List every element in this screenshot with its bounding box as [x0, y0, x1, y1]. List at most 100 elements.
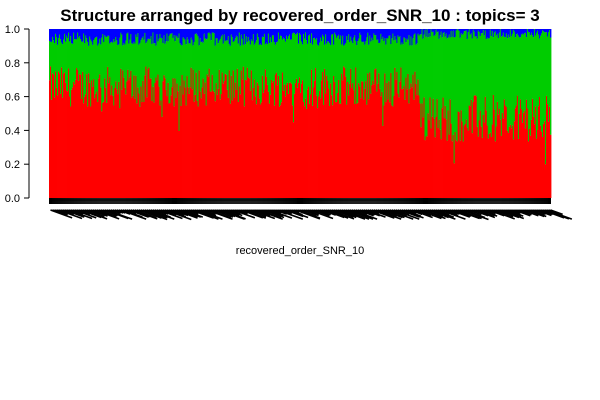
bar-topic-3	[491, 29, 494, 31]
bar-topic-2	[437, 31, 439, 129]
bar-topic-2	[520, 34, 523, 110]
bar-topic-1	[320, 98, 322, 198]
bar-topic-2	[208, 32, 211, 69]
bar-topic-2	[531, 35, 534, 99]
bar-topic-3	[58, 29, 60, 39]
bar-topic-1	[176, 83, 178, 198]
bar-topic-3	[320, 29, 322, 38]
bar-topic-1	[437, 128, 439, 198]
bar-topic-3	[352, 29, 354, 44]
bar-topic-1	[285, 84, 288, 198]
bar-topic-3	[170, 29, 172, 34]
bar-topic-2	[159, 33, 161, 106]
bar-topic-3	[240, 29, 243, 35]
bar-topic-1	[71, 89, 73, 198]
bar-topic-3	[440, 29, 442, 32]
bar-topic-3	[404, 29, 406, 39]
bar-topic-3	[420, 29, 422, 35]
bar-topic-2	[78, 37, 80, 81]
bar-topic-3	[382, 29, 384, 37]
bar-topic-3	[282, 29, 285, 38]
bar-topic-1	[529, 135, 532, 198]
bar-topic-1	[424, 140, 426, 198]
bar-topic-3	[380, 29, 382, 34]
bar-topic-3	[144, 29, 146, 33]
bar-topic-1	[182, 94, 184, 198]
bar-topic-1	[172, 78, 174, 198]
bar-topic-2	[407, 39, 409, 74]
bar-topic-3	[246, 29, 249, 42]
bar-topic-3	[532, 29, 535, 38]
bar-topic-3	[264, 29, 267, 45]
bar-topic-3	[327, 29, 329, 42]
bar-topic-1	[414, 71, 416, 198]
bar-topic-2	[213, 33, 216, 93]
bar-topic-2	[519, 37, 522, 100]
bar-topic-3	[130, 29, 132, 35]
bar-topic-2	[97, 45, 99, 102]
bar-topic-2	[540, 33, 543, 132]
bar-topic-2	[65, 41, 67, 83]
bar-topic-1	[190, 67, 192, 199]
bar-topic-1	[412, 74, 414, 198]
bar-topic-3	[109, 29, 111, 44]
bar-topic-1	[487, 138, 490, 198]
bar-topic-3	[469, 29, 472, 35]
bar-topic-2	[305, 32, 307, 99]
bar-topic-3	[543, 29, 546, 33]
bar-topic-1	[525, 99, 528, 198]
bar-topic-3	[250, 29, 253, 40]
bar-topic-1	[123, 77, 125, 198]
bar-topic-2	[54, 43, 56, 98]
bar-topic-1	[503, 99, 506, 198]
bar-topic-2	[319, 42, 321, 91]
bar-topic-2	[516, 33, 519, 96]
bar-topic-1	[416, 95, 418, 198]
bar-topic-3	[147, 29, 149, 39]
bar-topic-2	[498, 32, 501, 109]
bar-topic-2	[242, 44, 245, 67]
bar-topic-3	[302, 29, 304, 45]
bar-topic-3	[231, 29, 234, 38]
bar-topic-3	[291, 29, 294, 34]
bar-topic-1	[180, 105, 182, 198]
bar-topic-3	[328, 29, 330, 42]
bar-topic-3	[517, 29, 520, 36]
bar-topic-3	[397, 29, 399, 36]
bar-topic-1	[467, 130, 470, 198]
bar-topic-2	[336, 37, 338, 103]
bar-topic-3	[196, 29, 198, 35]
bar-topic-1	[540, 131, 543, 198]
bar-topic-3	[222, 29, 225, 44]
bar-topic-1	[315, 68, 317, 198]
bar-topic-3	[359, 29, 361, 33]
bar-topic-3	[424, 29, 426, 30]
bar-topic-3	[355, 29, 357, 41]
bar-topic-1	[528, 128, 531, 198]
bar-topic-2	[308, 35, 310, 87]
bar-topic-3	[325, 29, 327, 35]
bar-topic-2	[66, 35, 68, 91]
bar-topic-1	[518, 113, 521, 198]
bar-topic-1	[443, 118, 445, 198]
bar-topic-2	[512, 29, 515, 140]
bar-topic-3	[274, 29, 277, 45]
bar-topic-2	[168, 35, 170, 104]
bar-topic-1	[218, 69, 221, 198]
bar-topic-1	[108, 83, 110, 198]
bar-topic-1	[58, 71, 60, 198]
bar-topic-2	[549, 37, 552, 135]
bar-topic-2	[459, 37, 462, 141]
bar-topic-3	[217, 29, 220, 44]
bar-topic-1	[501, 112, 504, 198]
bar-topic-3	[356, 29, 358, 46]
bar-topic-1	[523, 110, 526, 198]
bar-topic-1	[138, 93, 140, 198]
bar-topic-1	[411, 87, 413, 198]
bar-topic-1	[322, 72, 324, 198]
bar-topic-2	[417, 33, 419, 80]
bar-topic-2	[298, 33, 301, 78]
bar-topic-3	[63, 29, 65, 40]
bar-topic-2	[130, 34, 132, 71]
